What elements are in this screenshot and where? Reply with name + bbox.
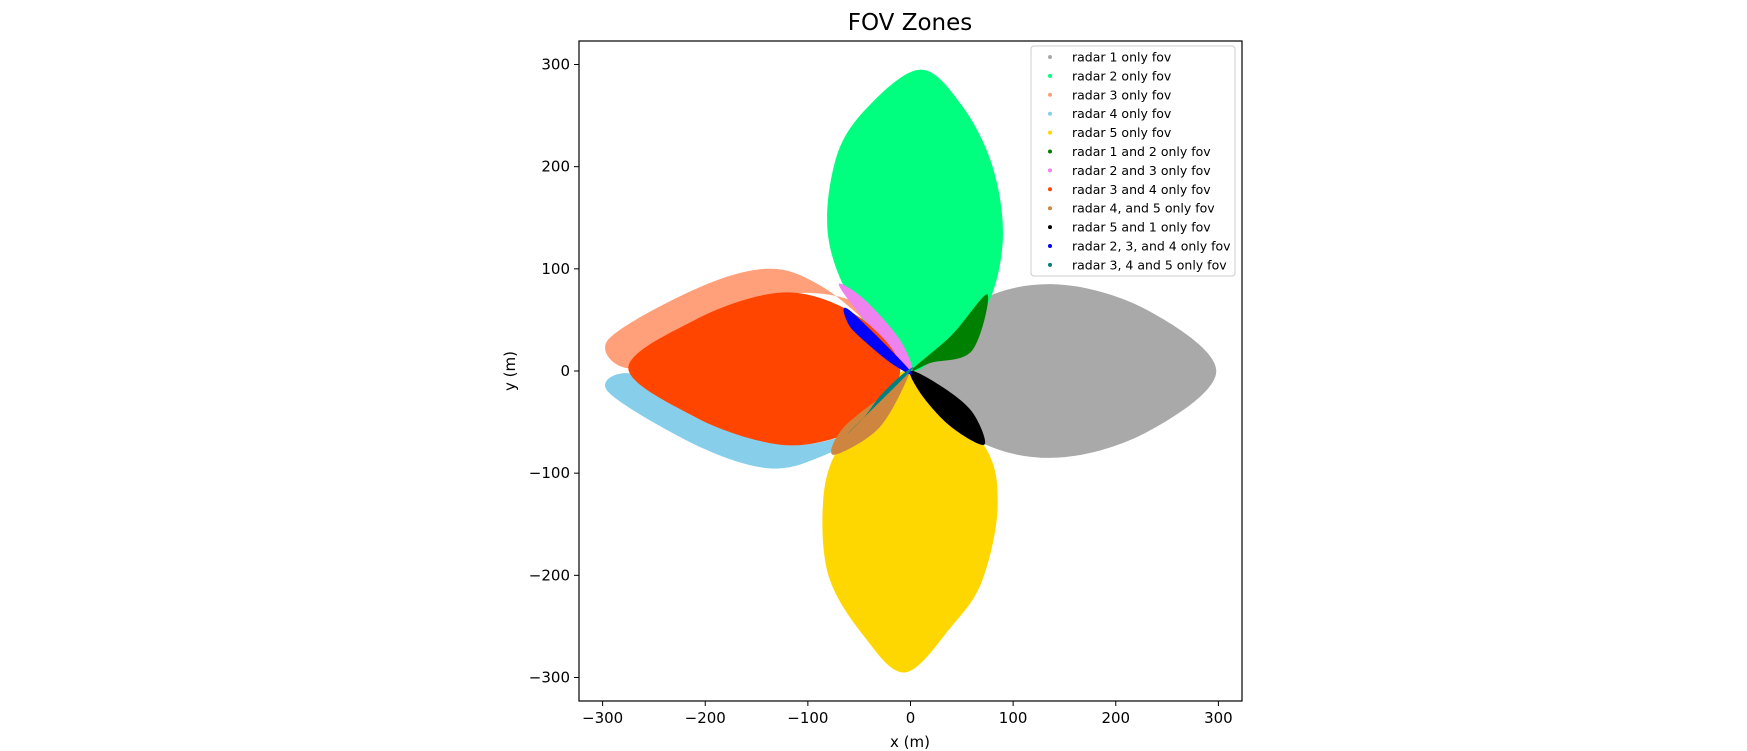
y-tick-label: 200 <box>541 158 570 176</box>
fov-region-1 <box>910 284 1217 458</box>
chart-title: FOV Zones <box>848 10 973 36</box>
legend-label: radar 5 only fov <box>1072 125 1172 140</box>
x-tick-label: 300 <box>1204 709 1233 727</box>
legend-label: radar 3 only fov <box>1072 87 1172 102</box>
legend-marker <box>1048 130 1052 135</box>
fov-region-2 <box>827 69 1003 372</box>
legend-label: radar 4 only fov <box>1072 106 1172 121</box>
legend-label: radar 2 and 3 only fov <box>1072 163 1211 178</box>
legend-marker <box>1048 244 1052 248</box>
fov-region-5 <box>822 370 998 673</box>
legend-marker <box>1048 262 1052 267</box>
legend-marker <box>1048 149 1052 154</box>
legend-label: radar 1 only fov <box>1072 50 1172 65</box>
legend-label: radar 2 only fov <box>1072 68 1172 83</box>
x-tick-label: −200 <box>685 709 726 727</box>
fov-regions <box>605 69 1217 673</box>
legend-marker <box>1048 73 1052 78</box>
legend-label: radar 4, and 5 only fov <box>1072 201 1215 216</box>
x-axis-label: x (m) <box>890 733 930 751</box>
y-tick-label: −300 <box>529 669 570 687</box>
fov-region-10 <box>909 370 986 445</box>
legend-label: radar 3 and 4 only fov <box>1072 182 1211 197</box>
y-tick-label: 100 <box>541 260 570 278</box>
fov-region-12 <box>847 367 914 435</box>
y-tick-label: −200 <box>529 566 570 584</box>
legend-marker <box>1048 92 1052 97</box>
legend: radar 1 only fov radar 2 only fov radar 3 … <box>1030 45 1236 277</box>
legend-marker <box>1048 168 1052 173</box>
x-tick-label: −300 <box>582 709 623 727</box>
fov-region-8 <box>628 292 901 446</box>
x-tick-label: 0 <box>906 709 916 727</box>
x-tick-label: 200 <box>1101 709 1130 727</box>
fov-region-6 <box>909 294 989 373</box>
legend-label: radar 1 and 2 only fov <box>1072 144 1211 159</box>
legend-marker <box>1048 187 1052 192</box>
legend-marker <box>1048 206 1052 211</box>
legend-label: radar 2, 3, and 4 only fov <box>1072 239 1231 254</box>
legend-label: radar 5 and 1 only fov <box>1072 220 1211 235</box>
legend-marker <box>1048 111 1052 116</box>
y-axis-label: y (m) <box>501 351 519 391</box>
y-tick-label: 300 <box>541 55 570 73</box>
y-axis: −300 −200 −100 0 100 200 300 <box>529 55 579 687</box>
fov-region-7 <box>838 283 913 372</box>
legend-marker <box>1048 55 1052 59</box>
x-axis: −300 −200 −100 0 100 200 300 <box>582 701 1233 727</box>
y-tick-label: −100 <box>529 464 570 482</box>
y-tick-label: 0 <box>560 362 570 380</box>
legend-marker <box>1048 225 1052 230</box>
legend-label: radar 3, 4 and 5 only fov <box>1072 257 1227 272</box>
x-tick-label: −100 <box>787 709 828 727</box>
legend-box <box>1030 45 1236 277</box>
x-tick-label: 100 <box>999 709 1028 727</box>
fov-region-11 <box>843 307 913 375</box>
